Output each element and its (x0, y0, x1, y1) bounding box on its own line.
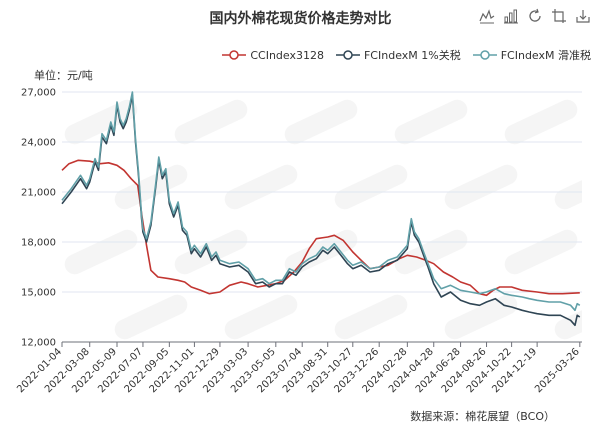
source-label: 数据来源：棉花展望（BCO） (410, 410, 555, 423)
y-tick-label: 21,000 (21, 188, 56, 199)
y-tick-label: 12,000 (21, 338, 56, 349)
save-image-icon[interactable] (575, 8, 591, 24)
y-tick-label: 24,000 (21, 138, 56, 149)
chart-title: 国内外棉花现货价格走势对比 (209, 11, 392, 27)
series-line-1 (61, 94, 581, 327)
legend-item-fcindex-1pct[interactable]: FCIndexM 1%关税 (335, 47, 461, 63)
y-tick-label: 15,000 (21, 288, 56, 299)
legend-swatch-fcindex-1pct (335, 49, 360, 61)
legend-label-fcindex-sliding: FCIndexM 滑准税 (500, 49, 591, 62)
legend-label-fcindex-1pct: FCIndexM 1%关税 (363, 49, 461, 62)
legend-item-fcindex-sliding[interactable]: FCIndexM 滑准税 (472, 47, 591, 63)
line-chart-icon[interactable] (479, 8, 495, 24)
bar-chart-icon[interactable] (503, 8, 519, 24)
legend-swatch-fcindex-sliding (472, 49, 497, 61)
y-tick-label: 18,000 (21, 238, 56, 249)
y-tick-label: 27,000 (21, 88, 56, 99)
legend-label-ccindex: CCIndex3128 (250, 48, 324, 62)
restore-icon[interactable] (527, 8, 543, 24)
legend-swatch-ccindex (222, 49, 247, 61)
unit-label: 单位：元/吨 (34, 69, 93, 82)
data-view-icon[interactable] (551, 8, 567, 24)
x-tick-label: 2025-03-26 (533, 346, 582, 395)
toolbox (479, 8, 591, 24)
legend-item-ccindex[interactable]: CCIndex3128 (222, 47, 324, 63)
legend: CCIndex3128 FCIndexM 1%关税 FCIndexM 滑准税 (222, 47, 591, 63)
series-line-2 (61, 91, 581, 312)
